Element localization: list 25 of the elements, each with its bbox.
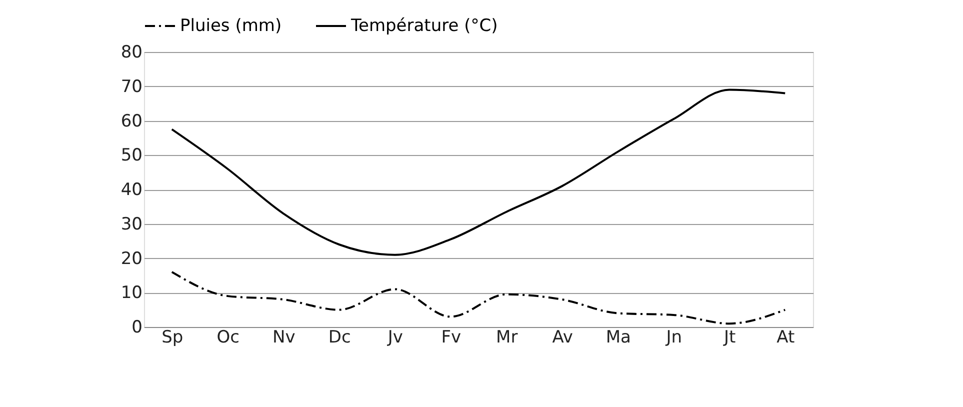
y-tick-label: 40 xyxy=(120,180,142,200)
x-tick-label: Oc xyxy=(216,328,240,348)
x-tick-label: Jn xyxy=(665,328,682,348)
y-tick-label: 70 xyxy=(120,76,142,97)
y-tick-label: 60 xyxy=(120,111,142,132)
line-series xyxy=(170,88,786,256)
x-tick-label: Ma xyxy=(606,328,631,348)
x-tick-label: Sp xyxy=(162,328,184,348)
y-tick-label: 80 xyxy=(120,42,142,62)
y-tick-label: 10 xyxy=(120,283,142,304)
x-tick-label: Av xyxy=(552,328,573,348)
x-tick-label: Mr xyxy=(496,328,518,348)
x-tick-label: Fv xyxy=(441,328,462,348)
line-series xyxy=(170,271,786,325)
y-tick-label: 20 xyxy=(120,248,142,269)
x-tick-label: Jv xyxy=(386,328,403,348)
y-tick-label: 30 xyxy=(120,214,142,234)
x-tick-label: Dc xyxy=(328,328,351,348)
x-tick-label: Nv xyxy=(272,328,296,348)
legend-label: Température (°C) xyxy=(350,16,498,36)
x-tick-label: Jt xyxy=(723,328,736,348)
y-tick-label: 0 xyxy=(132,318,142,338)
legend-label: Pluies (mm) xyxy=(180,16,282,36)
x-tick-label: At xyxy=(776,328,795,348)
y-tick-label: 50 xyxy=(120,146,142,166)
